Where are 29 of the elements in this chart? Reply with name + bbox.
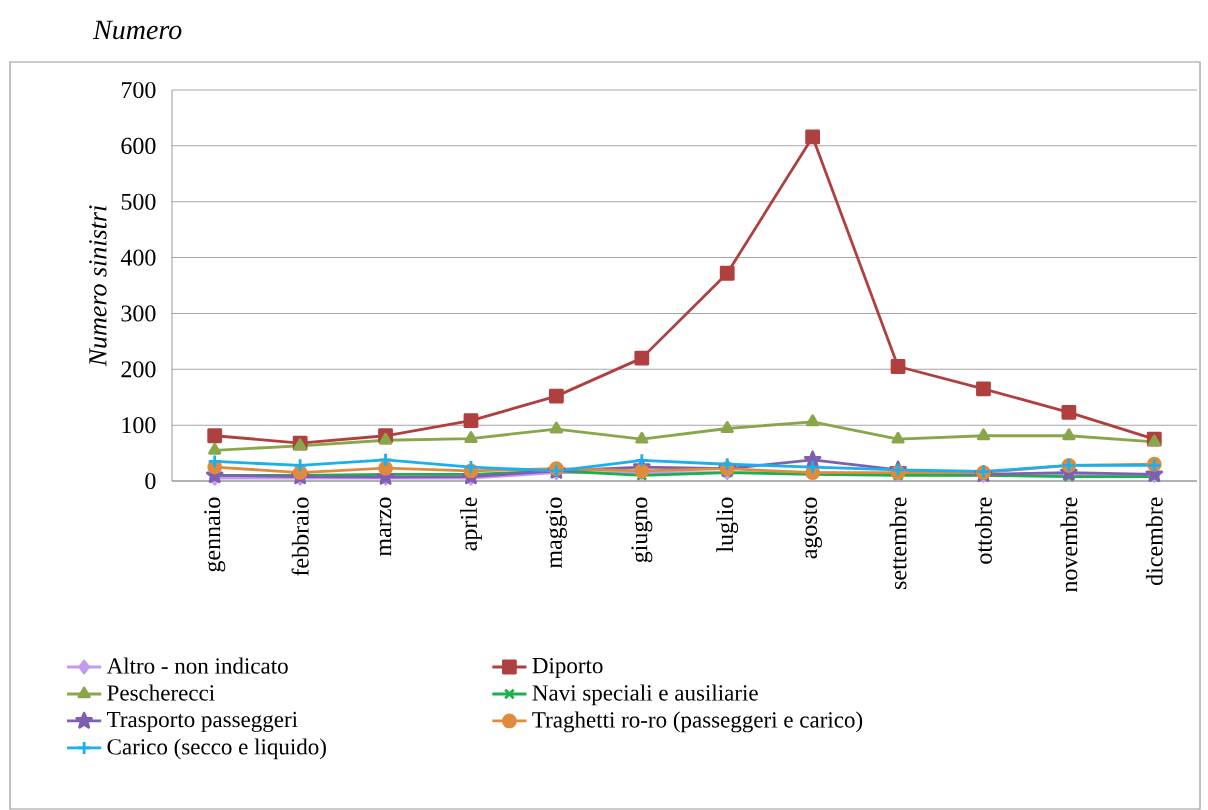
legend-label: Altro - non indicato	[106, 657, 288, 674]
legend-label: Diporto	[532, 657, 603, 679]
x-tick-label: dicembre	[1145, 497, 1163, 586]
y-tick-label: 300	[121, 305, 156, 322]
x-tick-label: novembre	[1060, 497, 1078, 593]
legend-label: Traghetti ro-ro (passeggeri e carico)	[532, 711, 863, 733]
x-tick-label: settembre	[889, 497, 907, 589]
y-tick-label: 0	[145, 472, 156, 490]
legend-label: Trasporto passeggeri	[107, 711, 298, 732]
y-tick-label: 400	[120, 249, 156, 266]
y-tick-label: 500	[121, 193, 156, 210]
y-tick-label: 100	[122, 417, 156, 434]
y-axis-title: Numero sinistri	[89, 205, 107, 367]
legend-label: Navi speciali e ausiliarie	[532, 684, 758, 706]
x-tick-label: maggio	[545, 497, 567, 569]
chart-title: Numero	[92, 20, 182, 40]
y-tick-label: 700	[121, 81, 156, 99]
legend-label: Carico (secco e liquido)	[107, 738, 326, 760]
y-tick-label: 200	[121, 361, 156, 378]
x-tick-label: gennaio	[204, 497, 226, 572]
x-tick-label: marzo	[379, 497, 392, 557]
x-tick-label: giugno	[631, 497, 653, 563]
legend-label: Pescherecci	[107, 684, 215, 701]
x-tick-label: febbraio	[291, 497, 309, 576]
x-tick-label: aprile	[460, 497, 482, 551]
x-tick-label: agosto	[803, 497, 822, 559]
x-tick-label: ottobre	[975, 497, 992, 564]
y-tick-label: 600	[121, 137, 156, 154]
x-tick-label: luglio	[716, 497, 739, 553]
